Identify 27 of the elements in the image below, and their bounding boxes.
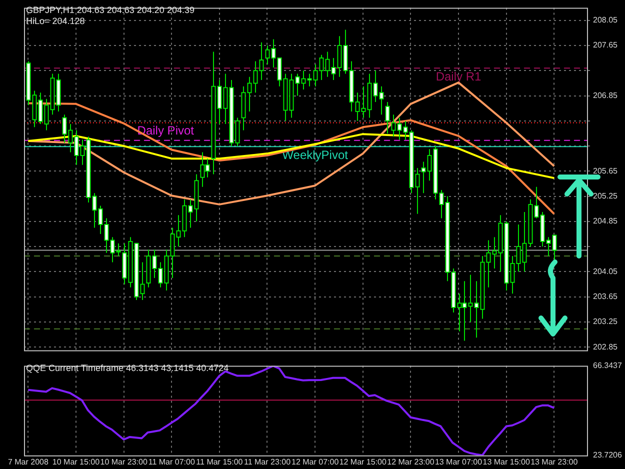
x-tick-label: 13 Mar 15:00	[482, 457, 530, 466]
y-tick-label: 202.85	[593, 342, 618, 352]
y-tick-label: 23.7206	[593, 450, 622, 460]
x-tick-label: 10 Mar 23:00	[100, 457, 148, 466]
y-tick-label: 207.65	[593, 40, 618, 50]
y-tick-label: 204.05	[593, 266, 618, 276]
x-tick-label: 12 Mar 15:00	[339, 457, 387, 466]
x-tick-label: 11 Mar 15:00	[196, 457, 244, 466]
x-tick-label: 11 Mar 23:00	[244, 457, 292, 466]
y-tick-label: 205.65	[593, 166, 618, 176]
x-tick-label: 13 Mar 23:00	[530, 457, 578, 466]
x-tick-label: 7 Mar 2008	[8, 457, 49, 466]
x-tick-label: 11 Mar 07:00	[148, 457, 196, 466]
y-tick-label: 204.85	[593, 216, 618, 226]
x-tick-label: 12 Mar 23:00	[387, 457, 435, 466]
ref-line-label: WeeklyPivot	[282, 148, 349, 162]
y-tick-label: 208.05	[593, 16, 618, 25]
ref-line-label: Daily R1	[436, 69, 482, 84]
x-tick-label: 13 Mar 07:00	[434, 457, 483, 466]
x-tick-label: 10 Mar 15:00	[52, 457, 100, 466]
x-tick-label: 12 Mar 07:00	[291, 457, 340, 466]
y-tick-label: 205.25	[593, 191, 618, 200]
y-tick-label: 66.3437	[593, 361, 622, 370]
y-tick-label: 203.25	[593, 317, 618, 326]
y-tick-label: 203.65	[593, 292, 618, 301]
y-tick-label: 206.85	[593, 90, 618, 100]
annotation: HiLo= 204.128	[26, 16, 85, 26]
